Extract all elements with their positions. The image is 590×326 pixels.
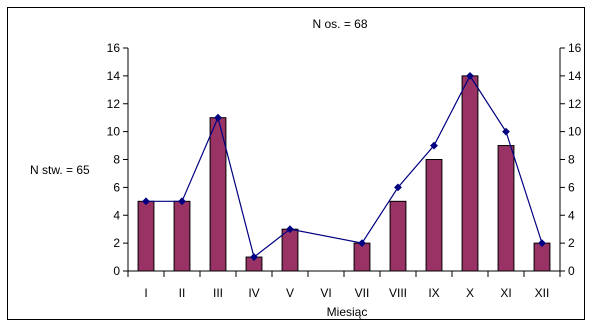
chart-title: N os. = 68	[312, 17, 367, 31]
line-marker	[538, 239, 546, 248]
y-tick-label-left: 6	[113, 180, 120, 194]
line-marker	[394, 183, 402, 192]
y-tick-label-left: 4	[113, 208, 120, 222]
bar	[461, 75, 479, 272]
x-tick-label: XI	[500, 286, 511, 300]
y-tick-label-right: 8	[568, 153, 575, 167]
y-tick-label-left: 12	[107, 97, 121, 111]
y-tick-label-left: 10	[107, 125, 121, 139]
line-marker	[430, 141, 438, 150]
y-tick-label-right: 6	[568, 180, 575, 194]
x-tick-label: VI	[320, 286, 331, 300]
x-tick-label: V	[286, 286, 294, 300]
x-tick-label: IV	[248, 286, 259, 300]
y-tick-label-right: 14	[568, 69, 582, 83]
x-tick-label: VIII	[389, 286, 407, 300]
line-marker	[466, 71, 474, 80]
x-tick-label: I	[144, 286, 147, 300]
y-tick-label-left: 16	[107, 41, 121, 55]
x-tick-label: II	[179, 286, 186, 300]
line-marker	[358, 239, 366, 248]
y-tick-label-left: 2	[113, 236, 120, 250]
y-tick-label-right: 2	[568, 236, 575, 250]
bar	[281, 228, 299, 272]
y-tick-label-right: 4	[568, 208, 575, 222]
x-axis-label: Miesiąc	[327, 305, 368, 319]
x-tick-label: IX	[428, 286, 439, 300]
side-label: N stw. = 65	[30, 163, 90, 177]
bar	[137, 200, 155, 272]
y-tick-label-left: 0	[113, 264, 120, 278]
x-tick-label: III	[213, 286, 223, 300]
bar	[389, 200, 407, 272]
line-marker	[250, 253, 258, 261]
series-line	[146, 74, 543, 259]
y-tick-label-right: 10	[568, 125, 582, 139]
bar	[353, 242, 371, 272]
x-tick-label: X	[466, 286, 474, 300]
chart-frame	[7, 7, 585, 320]
x-tick-label: XII	[535, 286, 550, 300]
y-tick-label-right: 16	[568, 41, 582, 55]
y-tick-label-right: 12	[568, 97, 582, 111]
y-tick-label-left: 8	[113, 153, 120, 167]
bar	[173, 200, 191, 272]
line-marker	[286, 225, 294, 234]
y-tick-label-right: 0	[568, 264, 575, 278]
line-marker	[502, 127, 510, 136]
x-tick-label: VII	[355, 286, 370, 300]
bar	[533, 242, 551, 272]
line-marker	[214, 113, 222, 122]
bar	[425, 159, 443, 272]
bar	[497, 145, 515, 272]
line-marker	[178, 197, 186, 206]
line-marker	[142, 197, 150, 206]
y-tick-label-left: 14	[107, 69, 121, 83]
